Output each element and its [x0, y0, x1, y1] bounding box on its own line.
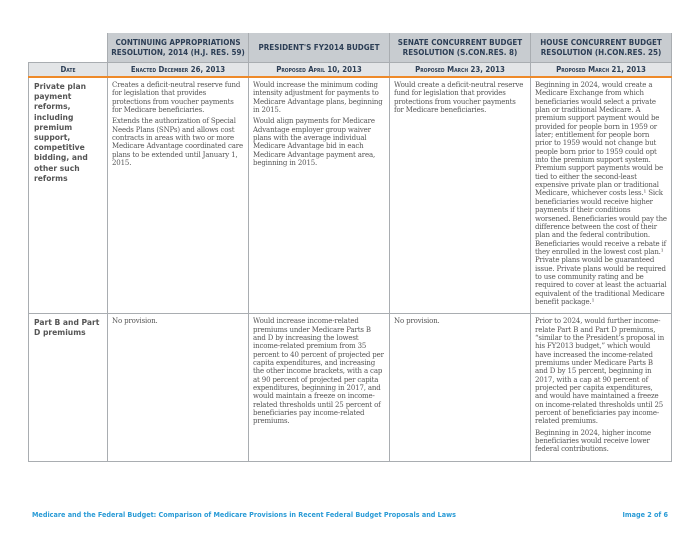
column-header: Senate Concurrent Budget Resolution (S.C… — [389, 33, 531, 63]
header-row: Continuing Appropriations Resolution, 20… — [28, 33, 672, 63]
cell-paragraph: Extends the authorization of Special Nee… — [112, 117, 243, 168]
cell-paragraph: Beginning in 2024, higher income benefic… — [535, 428, 652, 454]
table-cell: No provision. — [389, 313, 531, 462]
footer-title: Medicare and the Federal Budget: Compari… — [32, 510, 456, 519]
cell-paragraph: Would align payments for Medicare Advant… — [253, 117, 376, 168]
table-cell: Creates a deficit-neutral reserve fund f… — [107, 76, 249, 315]
column-date: Proposed March 21, 2013 — [530, 62, 672, 78]
column-header: President's FY2014 Budget — [248, 33, 390, 63]
table-cell: No provision. — [107, 313, 249, 462]
cell-paragraph: Creates a deficit-neutral reserve fund f… — [112, 81, 241, 115]
page-number: Image 2 of 6 — [622, 510, 668, 519]
header-blank — [28, 33, 108, 63]
column-date: Proposed April 10, 2013 — [248, 62, 390, 78]
table-row: Part B and Part D premiums No provision. W… — [28, 313, 672, 462]
row-label: Private plan payment reforms, including … — [28, 76, 108, 315]
table-row: Private plan payment reforms, including … — [28, 76, 672, 315]
column-header: House Concurrent Budget Resolution (H.Co… — [530, 33, 672, 63]
row-label: Part B and Part D premiums — [28, 313, 108, 462]
table-cell: Beginning in 2024, would create a Medica… — [530, 76, 672, 315]
cell-paragraph: No provision. — [394, 317, 440, 326]
cell-paragraph: Would increase the minimum coding intens… — [253, 81, 383, 115]
cell-paragraph: Beginning in 2024, would create a Medica… — [535, 81, 667, 306]
table-cell: Would create a deficit-neutral reserve f… — [389, 76, 531, 315]
cell-paragraph: Would increase income-related premiums u… — [253, 317, 384, 426]
table-cell: Would increase income-related premiums u… — [248, 313, 390, 462]
date-label: Date — [28, 62, 108, 78]
comparison-table: Continuing Appropriations Resolution, 20… — [28, 33, 672, 462]
table-cell: Prior to 2024, would further income-rela… — [530, 313, 672, 462]
cell-paragraph: Would create a deficit-neutral reserve f… — [394, 81, 524, 115]
cell-paragraph: No provision. — [112, 317, 158, 326]
column-date: Proposed March 23, 2013 — [389, 62, 531, 78]
table-cell: Would increase the minimum coding intens… — [248, 76, 390, 315]
date-row: Date Enacted December 26, 2013 Proposed … — [28, 62, 672, 78]
column-date: Enacted December 26, 2013 — [107, 62, 249, 78]
cell-paragraph: Prior to 2024, would further income-rela… — [535, 317, 665, 426]
column-header: Continuing Appropriations Resolution, 20… — [107, 33, 249, 63]
